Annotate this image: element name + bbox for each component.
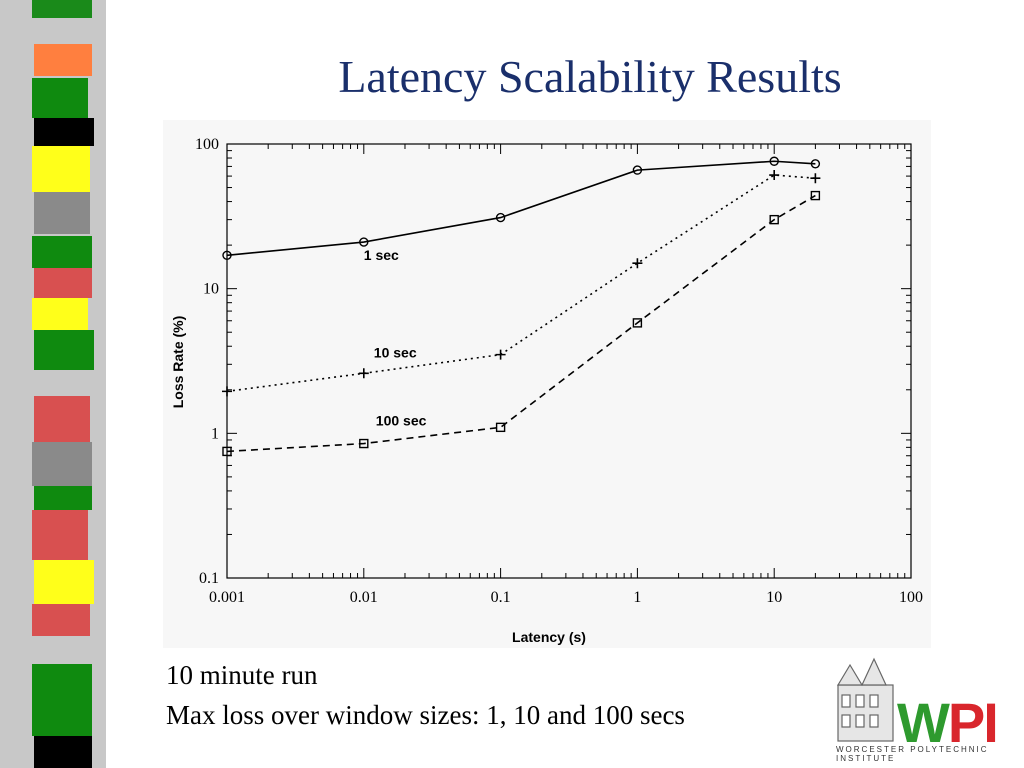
series-labels: 1 sec 10 sec 100 sec	[364, 247, 427, 428]
stripe-block	[32, 442, 92, 486]
series-point	[769, 156, 779, 166]
stripe-block	[34, 118, 94, 146]
logo-letters-pi: PI	[947, 691, 999, 754]
wpi-logo	[836, 657, 894, 742]
stripe-block	[32, 0, 92, 18]
series-point	[495, 349, 506, 360]
stripe-block	[32, 146, 90, 192]
stripe-block	[32, 604, 90, 636]
series-line	[226, 160, 816, 257]
slide-title: Latency Scalability Results	[338, 51, 842, 102]
series-point	[769, 170, 780, 181]
y-tick-label: 1	[211, 425, 219, 442]
stripe-block	[32, 236, 92, 268]
chart-background	[163, 120, 931, 648]
x-tick-label: 1	[633, 589, 641, 606]
x-tick-label: 0.001	[209, 589, 245, 606]
building-icon	[836, 657, 894, 742]
stripe-block	[34, 192, 90, 234]
stripe-block	[32, 78, 88, 118]
series-point	[222, 386, 232, 397]
wpi-logo-text: WPI	[897, 690, 999, 755]
series-point	[222, 250, 232, 261]
series-point	[359, 438, 369, 449]
caption-window-sizes: Max loss over window sizes: 1, 10 and 10…	[166, 700, 685, 730]
x-axis-label: Latency (s)	[512, 629, 586, 645]
stripe-block	[34, 636, 90, 664]
axis-tick-labels: 0.001 0.01 0.1 1 10 100 0.1 1 10 100	[195, 136, 923, 606]
series-label: 10 sec	[374, 344, 417, 360]
stripe-block	[32, 370, 90, 396]
series-label: 100 sec	[376, 413, 427, 429]
y-tick-label: 0.1	[199, 570, 219, 587]
series-point	[358, 368, 369, 379]
stripe-block	[34, 486, 92, 510]
series-point	[222, 446, 232, 457]
stripe-block	[34, 560, 94, 604]
series-point	[632, 318, 643, 328]
stripe-block	[32, 298, 88, 330]
y-tick-label: 10	[203, 281, 219, 298]
series-line	[226, 174, 816, 393]
x-tick-label: 0.1	[491, 589, 511, 606]
plot-frame	[226, 143, 912, 579]
series-point	[810, 159, 821, 169]
series-lines	[226, 160, 816, 453]
series-point	[632, 258, 643, 269]
x-tick-label: 0.01	[350, 589, 378, 606]
y-axis-label: Loss Rate (%)	[170, 316, 186, 409]
series-line	[226, 194, 816, 453]
series-point	[359, 237, 369, 247]
logo-letter-w: W	[897, 691, 950, 754]
series-point	[810, 173, 821, 184]
stripe-block	[32, 510, 88, 560]
stripe-block	[34, 268, 92, 298]
series-point	[495, 422, 506, 433]
x-tick-label: 10	[766, 589, 782, 606]
series-label: 1 sec	[364, 247, 399, 263]
series-point	[810, 190, 821, 201]
series-markers	[222, 156, 821, 457]
series-point	[495, 212, 506, 223]
stripe-block	[32, 664, 92, 736]
stripe-block	[34, 736, 92, 768]
axis-ticks	[226, 143, 912, 579]
decorative-stripe	[0, 0, 110, 768]
y-tick-label: 100	[195, 136, 219, 153]
wpi-logo-subtitle: WORCESTER POLYTECHNIC INSTITUTE	[836, 745, 989, 763]
stripe-block	[34, 44, 92, 76]
stripe-block	[34, 396, 90, 442]
caption-run-duration: 10 minute run	[166, 660, 318, 690]
stripe-block	[34, 330, 94, 370]
series-point	[632, 165, 643, 175]
x-tick-label: 100	[899, 589, 923, 606]
series-point	[769, 214, 779, 225]
